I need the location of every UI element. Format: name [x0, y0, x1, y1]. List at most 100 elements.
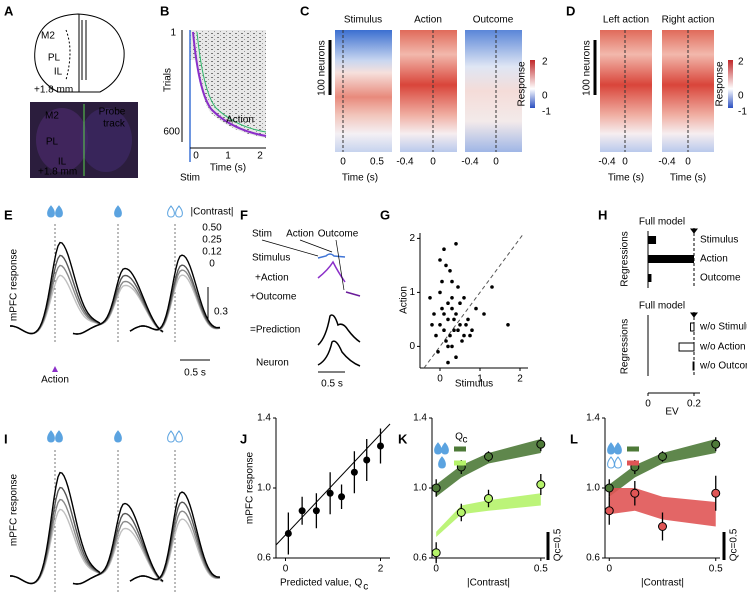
- point: [460, 339, 464, 343]
- panel-label: B: [160, 3, 169, 18]
- label: Outcome: [700, 273, 741, 284]
- point: [326, 489, 334, 497]
- trace: [129, 491, 221, 582]
- label: Regressions: [620, 319, 631, 375]
- label: 2: [542, 57, 548, 68]
- label: Action: [399, 286, 410, 314]
- point: [284, 530, 292, 537]
- label: 0.5 s: [184, 368, 206, 379]
- label: Probe: [99, 107, 126, 118]
- point: [484, 452, 493, 461]
- action-curve: [192, 31, 267, 137]
- point: [456, 508, 466, 517]
- point: [431, 548, 441, 558]
- trace: [345, 291, 361, 297]
- label: mPFC response: [9, 248, 20, 321]
- trace: [10, 241, 101, 335]
- pointer: [261, 239, 319, 257]
- label: |Contrast|: [191, 207, 234, 218]
- x-tick-label: 0: [645, 399, 651, 410]
- x-tick-label: 0: [437, 374, 443, 385]
- heatmap: [465, 30, 522, 152]
- raster-mask: [190, 60, 266, 142]
- arrow: [690, 228, 698, 235]
- x-tick-label: 0: [433, 564, 439, 575]
- point: [462, 296, 466, 300]
- label: Stim: [180, 173, 200, 184]
- label: +1.8 mm: [38, 167, 77, 178]
- label: IL: [58, 157, 67, 168]
- point: [536, 480, 546, 489]
- label: Action: [286, 229, 314, 240]
- drop-icon: [441, 442, 449, 455]
- label: -0.4: [396, 157, 414, 168]
- colorbar: [530, 60, 535, 108]
- point: [506, 323, 510, 327]
- panel-label: K: [398, 431, 408, 446]
- point: [711, 439, 721, 449]
- bar: [690, 322, 695, 332]
- label: -0.4: [598, 157, 616, 168]
- trace: [10, 471, 101, 585]
- label: Stimulus: [344, 15, 382, 26]
- label: w/o Stimulus: [699, 322, 747, 333]
- heatmap: [335, 30, 392, 152]
- drop-icon: [607, 456, 615, 469]
- label: Qc=0.5: [729, 528, 740, 561]
- label: 1: [170, 28, 176, 39]
- x-tick-label: 2: [517, 374, 523, 385]
- label: 0: [340, 157, 346, 168]
- label: Full model: [639, 217, 685, 228]
- drop-icon: [114, 430, 122, 443]
- trace: [72, 502, 164, 585]
- label: mPFC response: [245, 451, 256, 524]
- label: -1: [542, 107, 551, 118]
- heatmap: [400, 30, 457, 152]
- label: Time (s): [342, 173, 378, 184]
- point: [438, 290, 442, 295]
- drop-icon: [607, 442, 615, 455]
- point: [484, 494, 493, 503]
- panel-label: H: [598, 207, 607, 222]
- colorbar: [728, 60, 733, 108]
- point: [456, 285, 460, 289]
- panel-label: C: [300, 3, 310, 18]
- trace: [317, 340, 361, 367]
- label: Left action: [603, 15, 649, 26]
- label: Time (s): [608, 173, 644, 184]
- label: c: [463, 435, 468, 446]
- label: 0: [685, 157, 691, 168]
- label: EV: [665, 407, 679, 418]
- x-tick-label: 0.5: [534, 564, 548, 575]
- label: Predicted value, Q: [280, 578, 362, 589]
- y-tick-label: 1.4: [586, 413, 600, 424]
- point: [350, 468, 358, 476]
- x-tick-label: 0: [283, 564, 289, 575]
- label: Response: [715, 61, 726, 106]
- label: 100 neurons: [582, 40, 593, 96]
- label: 600: [163, 127, 180, 138]
- legend-swatch: [627, 446, 639, 452]
- label: 0: [193, 151, 199, 162]
- point: [432, 312, 436, 316]
- label: Right action: [662, 15, 715, 26]
- point: [456, 328, 460, 333]
- point: [440, 306, 444, 311]
- panel-label: G: [380, 207, 390, 222]
- point: [450, 344, 454, 349]
- y-tick-label: 1.0: [586, 483, 600, 494]
- label: IL: [54, 67, 63, 78]
- y-tick-label: 1.4: [257, 413, 271, 424]
- point: [454, 355, 458, 360]
- action-marker: [52, 366, 58, 372]
- point: [430, 323, 434, 327]
- drop-icon: [55, 430, 63, 443]
- point: [442, 328, 446, 333]
- label: 0: [430, 157, 436, 168]
- point: [444, 263, 448, 268]
- point: [458, 323, 462, 327]
- bar: [648, 274, 652, 282]
- point: [450, 296, 454, 300]
- label: +1.8 mm: [34, 85, 73, 96]
- drop-icon: [434, 442, 442, 455]
